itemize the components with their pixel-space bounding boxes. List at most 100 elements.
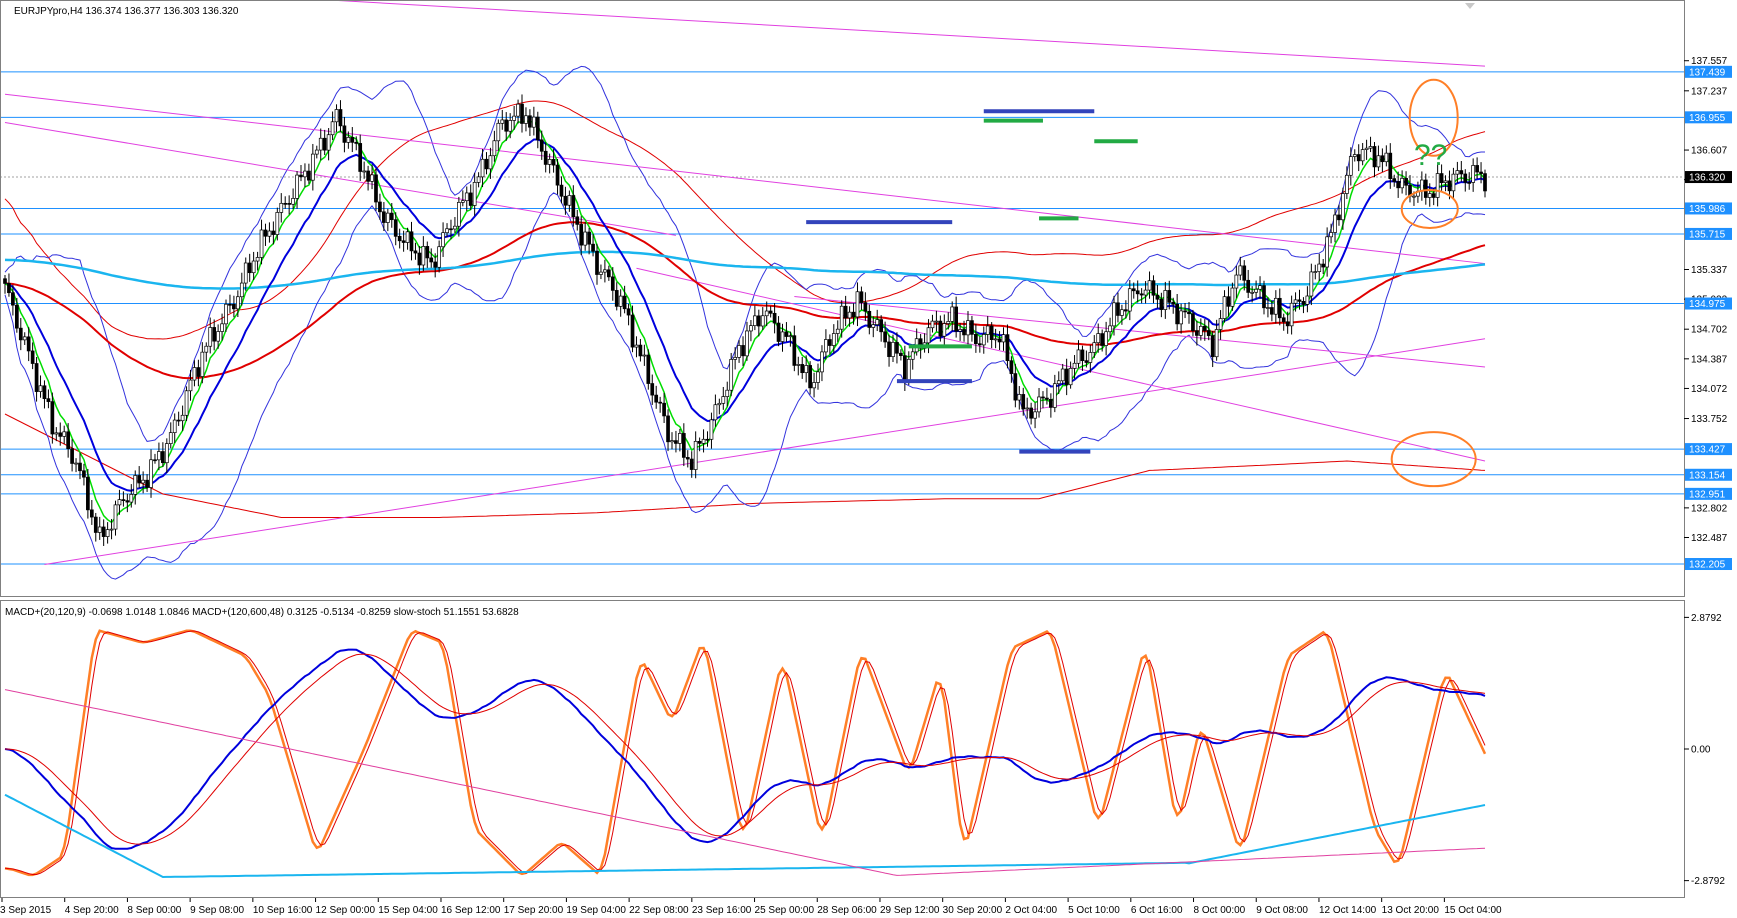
- candle-body: [1226, 296, 1231, 307]
- candle-body: [824, 339, 828, 353]
- candle-body: [981, 334, 986, 346]
- candle-body: [733, 357, 737, 360]
- candle-body: [583, 231, 588, 246]
- candle-body: [674, 440, 678, 444]
- candle-body: [97, 526, 102, 533]
- candle-body: [1017, 394, 1022, 401]
- candle-body: [1230, 287, 1235, 307]
- candle-body: [1120, 309, 1124, 316]
- candle-body: [970, 320, 974, 335]
- candle-body: [662, 402, 666, 417]
- candle-body: [753, 315, 757, 326]
- candle-body: [828, 339, 832, 346]
- macd-signal-line: [4, 653, 1486, 845]
- candle-body: [958, 329, 962, 332]
- price-tag-box: [1685, 487, 1732, 500]
- symbol-header: EURJPYpro,H4 136.374 136.377 136.303 136…: [14, 6, 239, 17]
- candle-body: [1250, 291, 1254, 294]
- candle-body: [50, 401, 55, 435]
- candle-body: [942, 323, 947, 337]
- candle-body: [192, 367, 197, 381]
- candle-body: [1317, 263, 1322, 272]
- candle-body: [1431, 193, 1436, 198]
- candle-body: [1356, 154, 1361, 162]
- trend-line: [44, 338, 1486, 565]
- candle-body: [962, 329, 966, 336]
- oscillator-axis: 2.8792 0.00 -2.8792: [1684, 613, 1725, 887]
- candle-body: [737, 345, 741, 358]
- candle-body: [831, 333, 836, 346]
- candle-body: [7, 283, 11, 294]
- time-tick-label: 5 Oct 10:00: [1068, 905, 1120, 916]
- candle-body: [693, 440, 698, 470]
- candle-body: [1135, 290, 1140, 295]
- indicator-header: MACD+(20,120,9) -0.0698 1.0148 1.0846 MA…: [5, 607, 519, 618]
- candle-body: [421, 246, 426, 266]
- candle-body: [117, 499, 122, 506]
- candle-body: [1001, 334, 1006, 343]
- candle-body: [1183, 310, 1187, 313]
- candle-body: [1068, 368, 1073, 386]
- candle-body: [792, 335, 797, 366]
- candle-body: [591, 243, 595, 252]
- candle-body: [930, 320, 935, 329]
- time-tick-label: 2 Oct 04:00: [1005, 905, 1057, 916]
- candle-body: [366, 170, 370, 182]
- candle-body: [93, 516, 98, 533]
- candle-body: [1052, 383, 1057, 408]
- candle-body: [1376, 155, 1381, 168]
- candle-body: [275, 212, 280, 235]
- candle-body: [618, 295, 623, 307]
- candle-body: [307, 170, 311, 181]
- trend-lines: [4, 0, 1486, 565]
- candle-body: [843, 305, 848, 319]
- candle-body: [54, 432, 59, 435]
- candle-body: [977, 343, 982, 346]
- time-tick-label: 28 Sep 06:00: [817, 905, 877, 916]
- candle-body: [374, 174, 378, 203]
- candle-body: [555, 164, 560, 186]
- candle-body: [389, 212, 394, 221]
- candle-body: [145, 479, 149, 488]
- candle-body: [370, 174, 374, 182]
- candle-body: [950, 306, 955, 322]
- candle-body: [480, 158, 485, 178]
- red-ma-line: [4, 221, 1486, 380]
- candle-body: [1325, 236, 1329, 268]
- candle-body: [457, 202, 461, 227]
- candle-body: [303, 170, 307, 178]
- candle-body: [642, 354, 647, 357]
- green-ma-line: [4, 119, 1486, 524]
- price-tag-label: 135.986: [1689, 204, 1726, 215]
- candle-body: [1029, 407, 1033, 419]
- candle-body: [871, 324, 876, 328]
- candle-body: [86, 476, 90, 511]
- candle-body: [800, 364, 805, 374]
- candle-body: [891, 341, 895, 357]
- candle-body: [851, 311, 856, 318]
- candle-body: [918, 338, 923, 349]
- candle-body: [1270, 307, 1274, 315]
- candle-body: [62, 431, 67, 437]
- bollinger-bands: [4, 65, 1486, 580]
- candle-body: [650, 383, 655, 396]
- candle-body: [1234, 274, 1239, 289]
- candle-body: [1143, 289, 1148, 296]
- candle-body: [500, 119, 505, 124]
- candle-body: [1246, 279, 1251, 293]
- current-price-box: [1685, 171, 1732, 184]
- candle-body: [701, 438, 706, 444]
- candle-body: [551, 159, 556, 166]
- candle-body: [1380, 155, 1385, 163]
- candle-body: [1364, 147, 1369, 150]
- candle-body: [1021, 394, 1026, 410]
- candle-body: [1112, 302, 1116, 327]
- candle-body: [74, 462, 78, 465]
- candle-body: [1396, 181, 1401, 189]
- candle-body: [1206, 330, 1211, 336]
- osc-tick-label: 0.00: [1691, 745, 1711, 756]
- candle-body: [326, 134, 331, 151]
- candle-body: [137, 475, 142, 484]
- candle-body: [492, 140, 497, 157]
